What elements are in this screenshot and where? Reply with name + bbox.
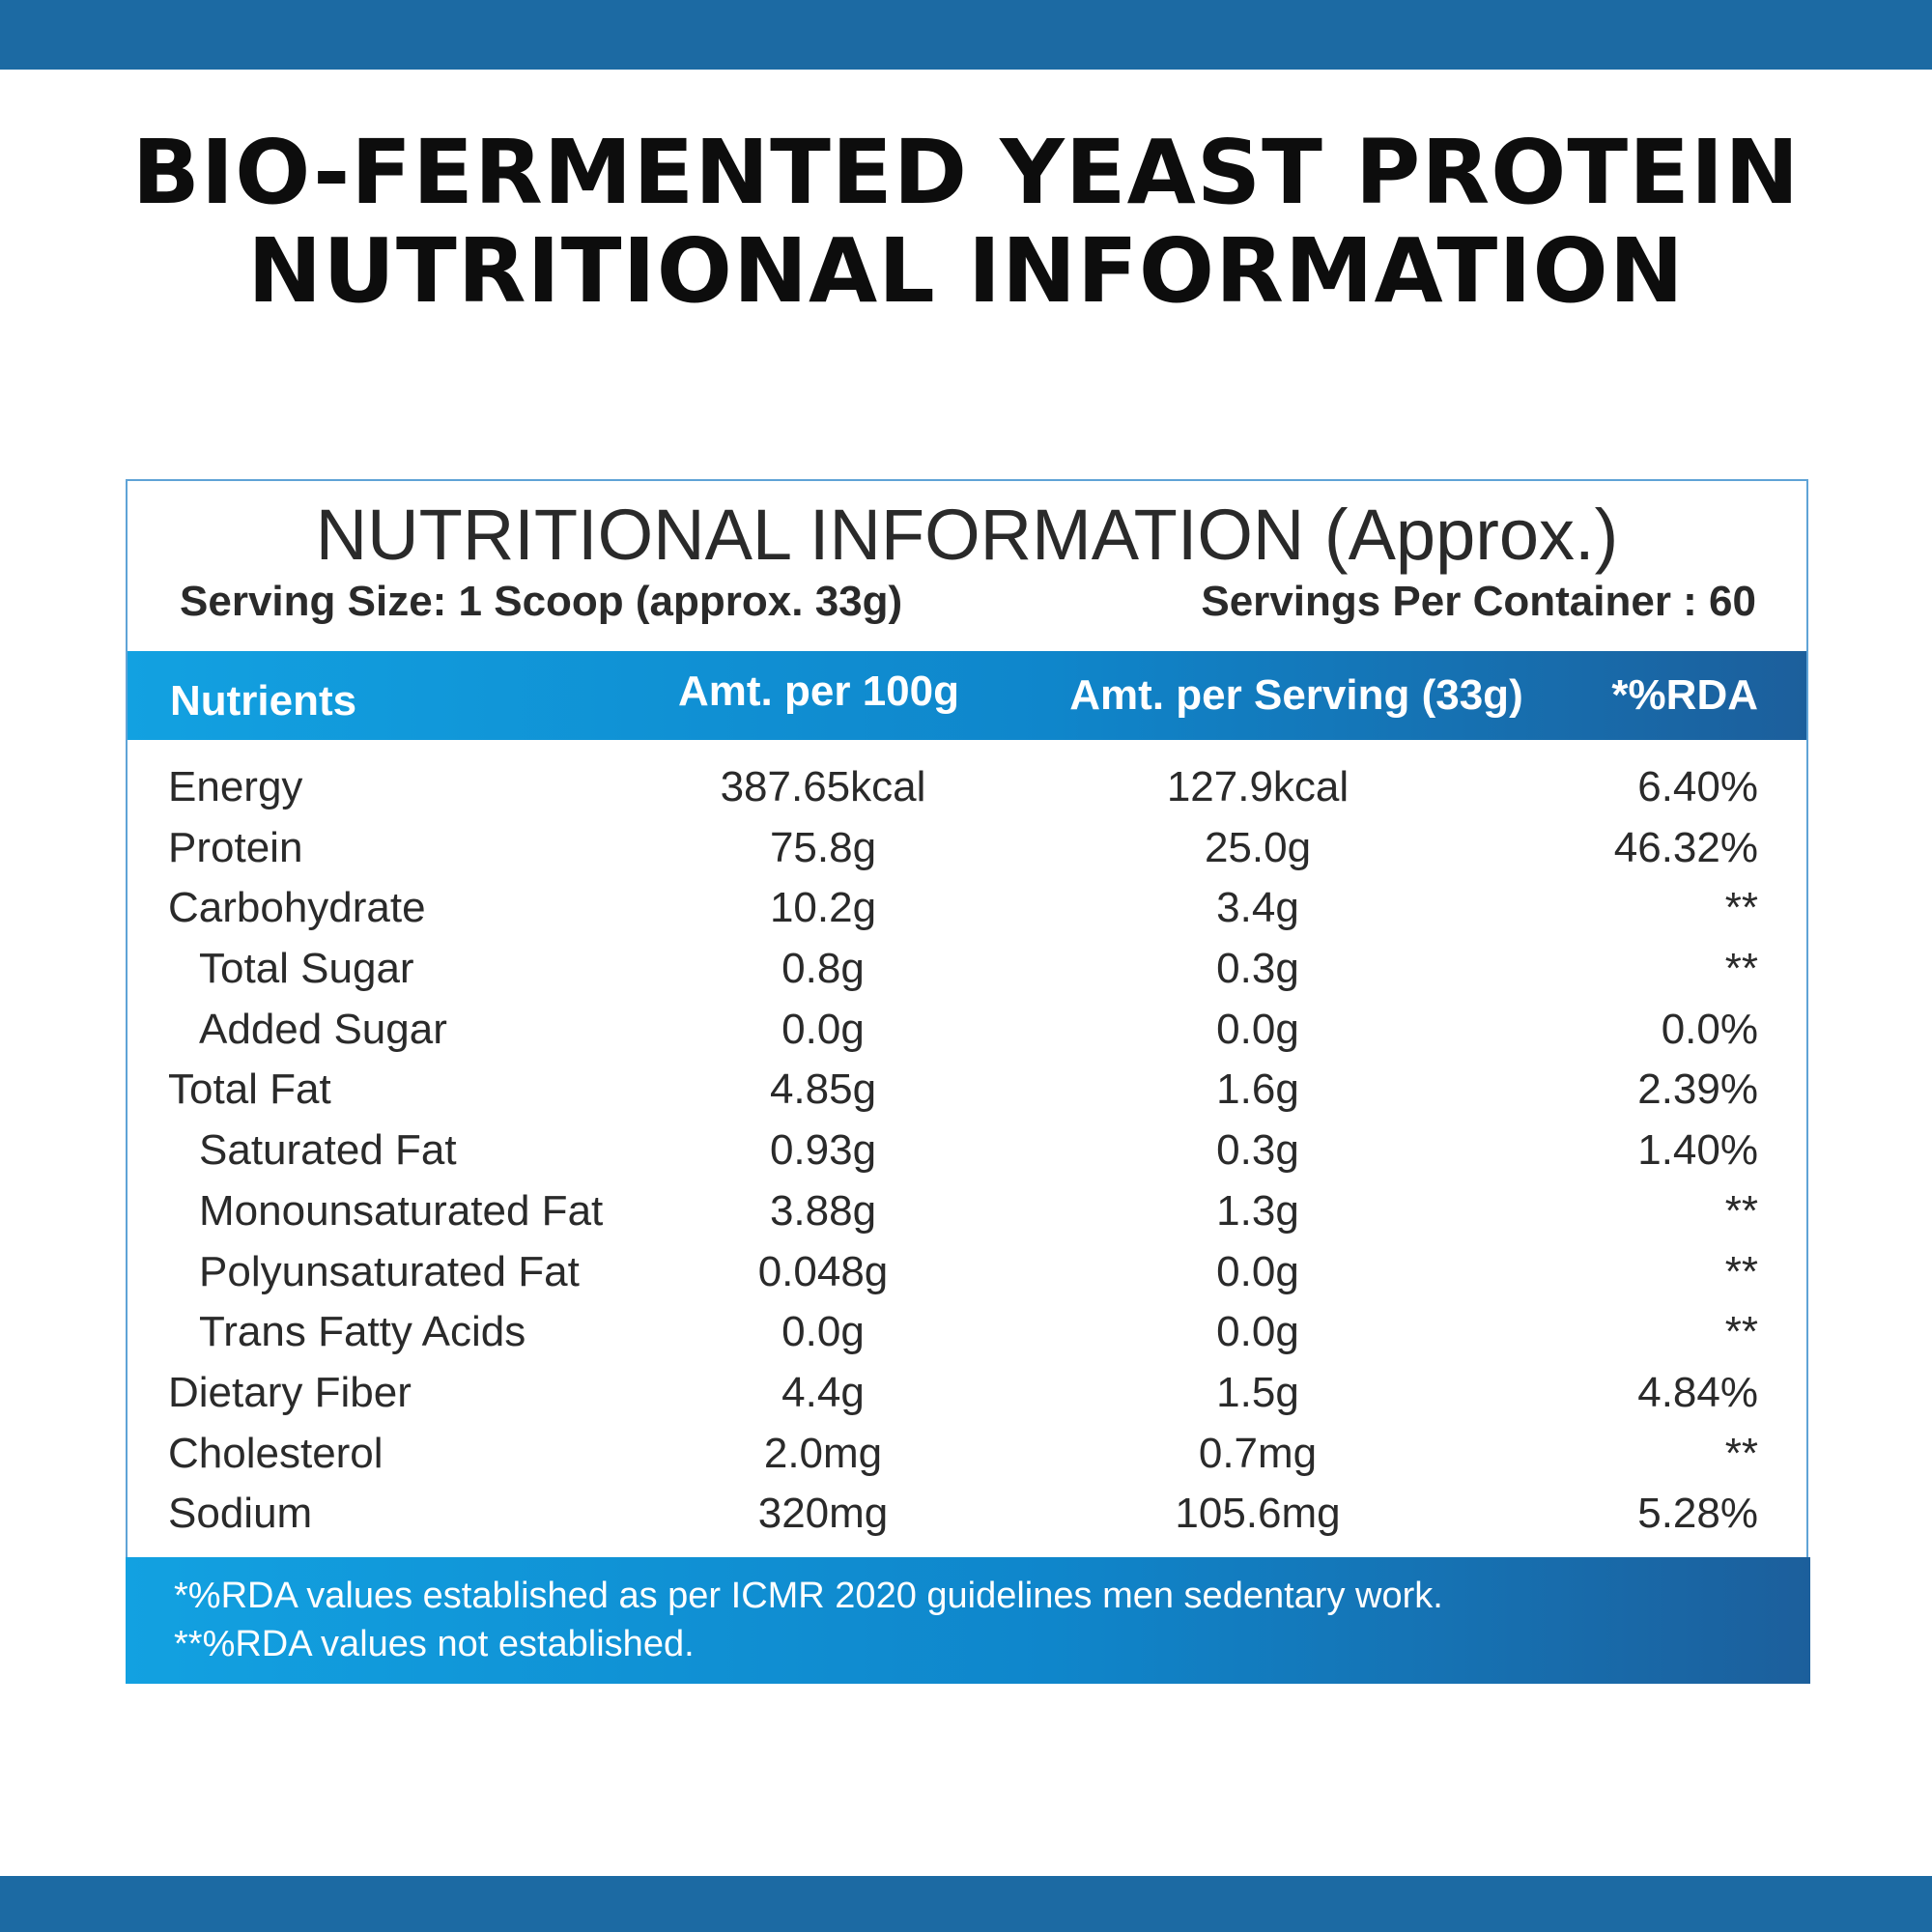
rda-value: 2.39% [1637,1065,1758,1114]
table-row: Dietary Fiber 4.4g 1.5g 4.84% [128,1363,1806,1424]
rda-value: ** [1724,1186,1758,1235]
page-title-line-2: NUTRITIONAL INFORMATION [247,219,1685,323]
nutrient-rows: Energy 387.65kcal 127.9kcal 6.40% Protein 75.… [128,757,1806,1545]
nutrient-name: Sodium [168,1490,313,1538]
table-row: Monounsaturated Fat 3.88g 1.3g ** [128,1181,1806,1242]
rda-value: 4.84% [1637,1368,1758,1416]
table-row: Saturated Fat 0.93g 0.3g 1.40% [128,1121,1806,1181]
nutrient-name: Protein [168,823,303,871]
table-header: Nutrients Amt. per 100g Amt. per Serving… [128,651,1806,740]
amount-per-100g: 4.4g [781,1368,865,1416]
nutrient-name: Saturated Fat [199,1126,457,1175]
serving-size: Serving Size: 1 Scoop (approx. 33g) [180,578,903,625]
nutrient-name: Cholesterol [168,1429,384,1477]
amount-per-serving: 1.5g [1216,1368,1299,1416]
amount-per-100g: 320mg [757,1490,889,1538]
amount-per-serving: 25.0g [1204,823,1312,871]
panel-title: NUTRITIONAL INFORMATION (Approx.) [315,495,1619,575]
amount-per-serving: 3.4g [1216,884,1299,932]
header-per-100g: Amt. per 100g [678,668,959,715]
footnote-rda-not-established: **%RDA values not established. [174,1624,695,1664]
table-row: Energy 387.65kcal 127.9kcal 6.40% [128,757,1806,818]
rda-value: 6.40% [1637,763,1758,810]
amount-per-100g: 0.8g [781,945,865,993]
amount-per-100g: 387.65kcal [720,763,926,810]
page-title-line-1: BIO-FERMENTED YEAST PROTEIN [131,121,1801,224]
amount-per-100g: 0.0g [781,1308,865,1356]
amount-per-100g: 3.88g [769,1186,877,1235]
rda-value: ** [1724,1247,1758,1295]
rda-value: ** [1724,945,1758,993]
table-row: Added Sugar 0.0g 0.0g 0.0% [128,1000,1806,1061]
nutrient-name: Total Fat [168,1065,331,1114]
amount-per-100g: 4.85g [769,1065,877,1114]
servings-per-container: Servings Per Container : 60 [1201,578,1756,625]
table-row: Cholesterol 2.0mg 0.7mg ** [128,1424,1806,1485]
rda-value: 1.40% [1637,1126,1758,1175]
amount-per-serving: 0.0g [1216,1005,1299,1053]
amount-per-100g: 2.0mg [763,1429,883,1477]
amount-per-serving: 1.3g [1216,1186,1299,1235]
footnote-band: *%RDA values established as per ICMR 202… [126,1557,1810,1684]
rda-value: ** [1724,884,1758,932]
nutrient-name: Carbohydrate [168,884,426,932]
nutrient-name: Dietary Fiber [168,1368,412,1416]
rda-value: 0.0% [1661,1005,1758,1053]
amount-per-serving: 0.0g [1216,1308,1299,1356]
amount-per-100g: 10.2g [769,884,877,932]
amount-per-100g: 75.8g [769,823,877,871]
footnote-rda-established: *%RDA values established as per ICMR 202… [174,1576,1443,1616]
nutrient-name: Energy [168,763,303,810]
rda-value: ** [1724,1429,1758,1477]
top-color-bar [0,0,1932,70]
header-per-serving: Amt. per Serving (33g) [1069,671,1523,719]
table-row: Protein 75.8g 25.0g 46.32% [128,818,1806,879]
amount-per-serving: 0.3g [1216,1126,1299,1175]
table-row: Sodium 320mg 105.6mg 5.28% [128,1484,1806,1545]
amount-per-serving: 0.3g [1216,945,1299,993]
table-row: Polyunsaturated Fat 0.048g 0.0g ** [128,1242,1806,1303]
nutrient-name: Added Sugar [199,1005,447,1053]
amount-per-serving: 0.7mg [1198,1429,1318,1477]
amount-per-serving: 1.6g [1216,1065,1299,1114]
table-row: Trans Fatty Acids 0.0g 0.0g ** [128,1302,1806,1363]
table-row: Total Fat 4.85g 1.6g 2.39% [128,1060,1806,1121]
header-nutrients: Nutrients [170,677,357,724]
nutrient-name: Trans Fatty Acids [199,1308,526,1356]
nutrient-name: Total Sugar [199,945,414,993]
amount-per-serving: 127.9kcal [1166,763,1350,810]
rda-value: 46.32% [1613,823,1758,871]
table-row: Total Sugar 0.8g 0.3g ** [128,939,1806,1000]
rda-value: ** [1724,1308,1758,1356]
nutrient-name: Monounsaturated Fat [199,1186,604,1235]
amount-per-100g: 0.048g [757,1247,889,1295]
nutrition-panel: NUTRITIONAL INFORMATION (Approx.) Servin… [126,479,1810,1684]
amount-per-serving: 105.6mg [1175,1490,1341,1538]
table-row: Carbohydrate 10.2g 3.4g ** [128,878,1806,939]
bottom-color-bar [0,1876,1932,1932]
nutrient-name: Polyunsaturated Fat [199,1247,580,1295]
header-rda: *%RDA [1611,671,1758,719]
rda-value: 5.28% [1637,1490,1758,1538]
amount-per-100g: 0.0g [781,1005,865,1053]
page-title: BIO-FERMENTED YEAST PROTEIN NUTRITIONAL … [0,124,1932,321]
amount-per-serving: 0.0g [1216,1247,1299,1295]
amount-per-100g: 0.93g [769,1126,877,1175]
